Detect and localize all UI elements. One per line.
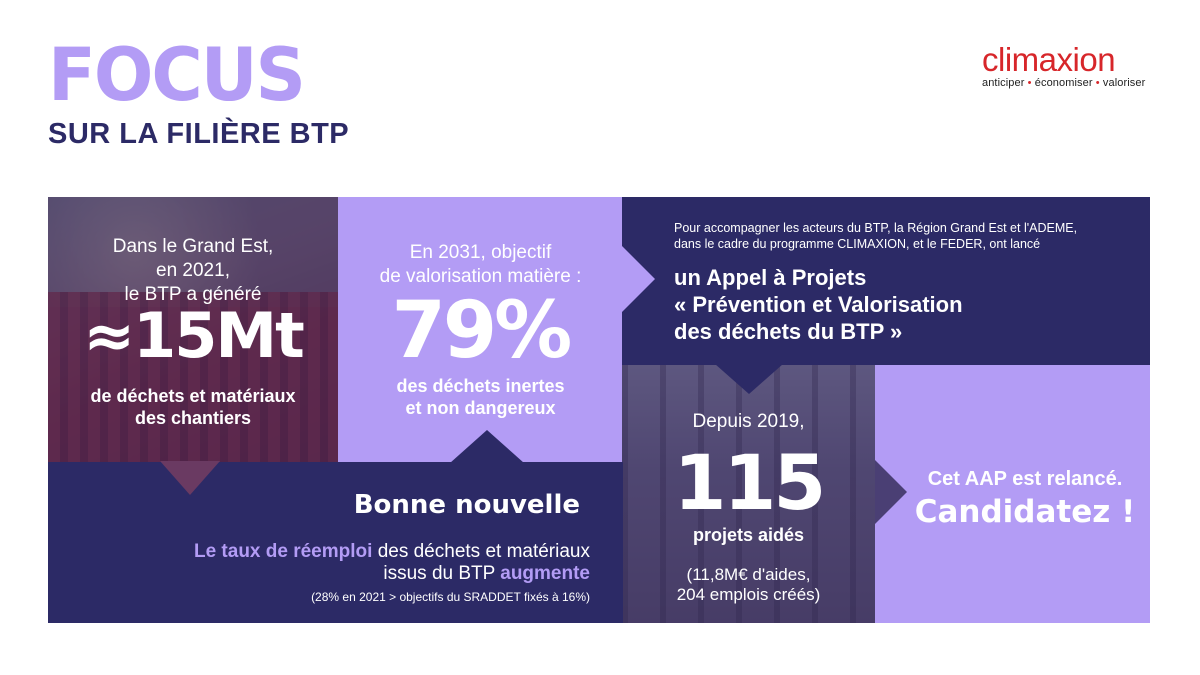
climaxion-logo: climaxion anticiper • économiser • valor…	[982, 43, 1162, 89]
debris-image	[48, 197, 338, 307]
call-intro-line: dans le cadre du programme CLIMAXION, et…	[674, 237, 1041, 251]
good-news-title: Bonne nouvelle	[353, 490, 580, 520]
tagline-dot: •	[1095, 77, 1100, 89]
pointer-triangle	[622, 246, 655, 312]
call-title-line: « Prévention et Valorisation	[674, 292, 963, 317]
pointer-triangle	[160, 461, 220, 495]
cta-apply: Candidatez !	[914, 494, 1136, 530]
tagline-economiser: économiser	[1034, 77, 1093, 89]
projects-label: projets aidés	[692, 525, 805, 545]
waste-photo-panel	[48, 197, 338, 462]
cta-panel	[875, 365, 1150, 623]
projects-intro: Depuis 2019,	[692, 411, 805, 432]
call-title-line: un Appel à Projets	[674, 265, 867, 290]
waste-desc-line: des chantiers	[134, 408, 252, 428]
pointer-triangle	[715, 364, 783, 394]
waste-desc: de déchets et matériaux des chantiers	[48, 385, 338, 429]
page-subtitle: SUR LA FILIÈRE BTP	[48, 118, 350, 150]
waste-intro-line: le BTP a généré	[124, 284, 262, 305]
good-news-text: Le taux de réemploi des déchets et matér…	[120, 541, 590, 585]
projects-value: 115	[673, 438, 827, 527]
waste-desc-line: de déchets et matériaux	[90, 386, 296, 406]
waste-intro-line: en 2021,	[156, 260, 230, 281]
pointer-triangle	[450, 430, 524, 463]
call-title-line: des déchets du BTP »	[674, 319, 903, 344]
pointer-triangle	[875, 460, 907, 524]
target-desc-line: des déchets inertes	[396, 376, 565, 396]
target-intro-line: de valorisation matière :	[379, 266, 582, 287]
call-intro: Pour accompagner les acteurs du BTP, la …	[674, 220, 1134, 252]
tagline-dot: •	[1027, 77, 1032, 89]
increase-highlight: augmente	[500, 563, 590, 584]
waste-intro-line: Dans le Grand Est,	[112, 236, 274, 257]
call-for-projects-panel	[622, 197, 1150, 365]
cta-relaunch: Cet AAP est relancé.	[927, 468, 1123, 490]
good-news-panel	[48, 462, 623, 623]
reuse-rate-highlight: Le taux de réemploi	[193, 541, 373, 562]
call-title: un Appel à Projets « Prévention et Valor…	[674, 264, 1134, 345]
waste-value: ≈15Mt	[83, 299, 305, 372]
target-intro-line: En 2031, objectif	[409, 242, 552, 263]
projects-note-line: (11,8M€ d'aides,	[686, 565, 811, 584]
target-value: 79%	[391, 286, 573, 376]
focus-title: FOCUS	[48, 31, 306, 118]
logo-wordmark: climaxion	[982, 41, 1116, 78]
call-intro-line: Pour accompagner les acteurs du BTP, la …	[674, 221, 1078, 235]
projects-note: (11,8M€ d'aides, 204 emplois créés)	[622, 565, 875, 605]
projects-note-line: 204 emplois créés)	[676, 585, 821, 604]
skip-bin-image	[48, 292, 338, 462]
target-intro: En 2031, objectif de valorisation matièr…	[338, 241, 623, 289]
target-desc-line: et non dangereux	[405, 398, 556, 418]
target-panel	[338, 197, 623, 462]
tagline-valoriser: valoriser	[1102, 77, 1146, 89]
target-desc: des déchets inertes et non dangereux	[338, 375, 623, 419]
worksite-photo-panel	[622, 365, 875, 623]
waste-intro: Dans le Grand Est, en 2021, le BTP a gén…	[48, 235, 338, 307]
good-news-text-part: des déchets et matériaux	[372, 541, 590, 562]
good-news-text-part: issus du BTP	[383, 563, 501, 584]
tagline-anticiper: anticiper	[982, 77, 1025, 89]
logo-tagline: anticiper • économiser • valoriser	[982, 77, 1162, 89]
good-news-note: (28% en 2021 > objectifs du SRADDET fixé…	[311, 590, 590, 604]
